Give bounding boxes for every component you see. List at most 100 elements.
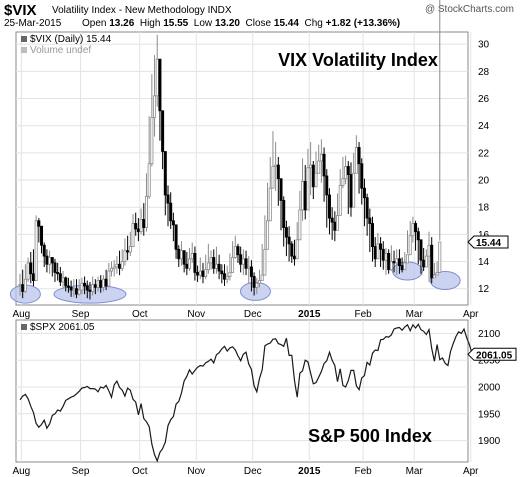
candle-body	[23, 278, 27, 292]
candle-body	[268, 187, 272, 222]
candle-body	[301, 181, 305, 211]
candle-body	[206, 262, 210, 271]
y-tick-label: 2050	[478, 356, 501, 367]
candle-body	[48, 257, 52, 265]
candle-body	[80, 282, 84, 291]
candle-body	[223, 273, 227, 280]
candle-body	[45, 255, 49, 265]
candle-body	[435, 272, 439, 276]
candle-body	[155, 58, 159, 97]
candle-body	[139, 219, 143, 233]
candle-body	[123, 250, 127, 262]
candle-body	[37, 220, 41, 227]
candle-body	[42, 244, 46, 257]
candle-body	[104, 278, 108, 287]
candle-body	[163, 151, 167, 196]
candle-body	[147, 163, 151, 197]
x-tick-label: Dec	[244, 466, 262, 477]
plot-frame	[15, 319, 469, 463]
y-tick-label: 30	[478, 40, 490, 51]
candle-body	[153, 95, 157, 118]
candle-body	[209, 257, 213, 264]
candle-body	[53, 262, 57, 273]
candle-body	[107, 270, 111, 287]
candle-body	[392, 261, 396, 264]
candle-body	[354, 147, 358, 174]
candle-body	[158, 58, 162, 112]
candle-body	[93, 284, 97, 288]
candle-body	[72, 288, 76, 291]
candle-body	[204, 269, 208, 277]
candle-body	[357, 147, 361, 165]
candle-body	[66, 285, 70, 288]
legend-entry: Volume undef	[30, 45, 91, 56]
candle-body	[252, 276, 256, 288]
candle-body	[257, 280, 261, 284]
candle-body	[220, 270, 224, 275]
candle-body	[384, 252, 388, 261]
candle-body	[21, 284, 25, 292]
candle-body	[395, 258, 399, 264]
x-tick-label: 2015	[298, 466, 321, 477]
candle-body	[341, 178, 345, 186]
candle-body	[190, 252, 194, 260]
candle-body	[319, 153, 323, 162]
candle-body	[411, 223, 415, 237]
candle-body	[50, 257, 54, 264]
candle-body	[430, 244, 434, 279]
candle-body	[419, 239, 423, 261]
candle-body	[376, 243, 380, 260]
x-tick-label: Mar	[406, 466, 424, 477]
candle-body	[271, 166, 275, 189]
candle-body	[327, 194, 331, 219]
candle-body	[201, 270, 205, 277]
candle-body	[85, 285, 89, 291]
candle-body	[142, 219, 146, 228]
y-tick-label: 2000	[478, 382, 501, 393]
candle-body	[249, 266, 253, 277]
candle-body	[298, 209, 302, 241]
candle-body	[128, 246, 132, 253]
close-value: 15.44	[273, 18, 299, 29]
candle-body	[432, 274, 436, 279]
candle-body	[362, 187, 366, 199]
panel-title: VIX Volatility Index	[278, 50, 438, 70]
candle-body	[295, 239, 299, 260]
candle-body	[405, 254, 409, 264]
candle-body	[309, 164, 313, 169]
candle-body	[109, 267, 113, 272]
candle-body	[144, 195, 148, 228]
x-tick-label: Feb	[354, 466, 372, 477]
candle-body	[241, 258, 245, 265]
candle-body	[266, 220, 270, 250]
candle-body	[150, 117, 154, 165]
candle-body	[314, 172, 318, 188]
candle-body	[198, 270, 202, 276]
candle-body	[69, 286, 73, 291]
candle-body	[40, 225, 44, 246]
highlight-ellipse	[429, 271, 461, 291]
candle-body	[371, 223, 375, 247]
candle-body	[112, 266, 116, 269]
change-value: +1.82 (+13.36%)	[325, 18, 401, 29]
candle-body	[34, 220, 38, 281]
candle-body	[88, 289, 92, 292]
panel-title: S&P 500 Index	[308, 426, 432, 446]
candle-body	[397, 258, 401, 267]
candle-body	[185, 263, 189, 269]
candle-body	[166, 194, 170, 204]
x-tick-label: Feb	[354, 309, 372, 320]
open-value: 13.26	[109, 18, 135, 29]
x-tick-label: Dec	[244, 309, 262, 320]
candle-body	[61, 277, 65, 283]
y-tick-label: 16	[478, 230, 490, 241]
x-tick-label: Apr	[463, 309, 479, 320]
low-value: 13.20	[214, 18, 240, 29]
candle-body	[244, 258, 248, 269]
candle-body	[284, 227, 288, 238]
legend-swatch	[21, 47, 27, 53]
candle-body	[225, 276, 229, 280]
candle-body	[368, 217, 372, 224]
candle-body	[239, 254, 243, 265]
candle-body	[101, 278, 105, 288]
